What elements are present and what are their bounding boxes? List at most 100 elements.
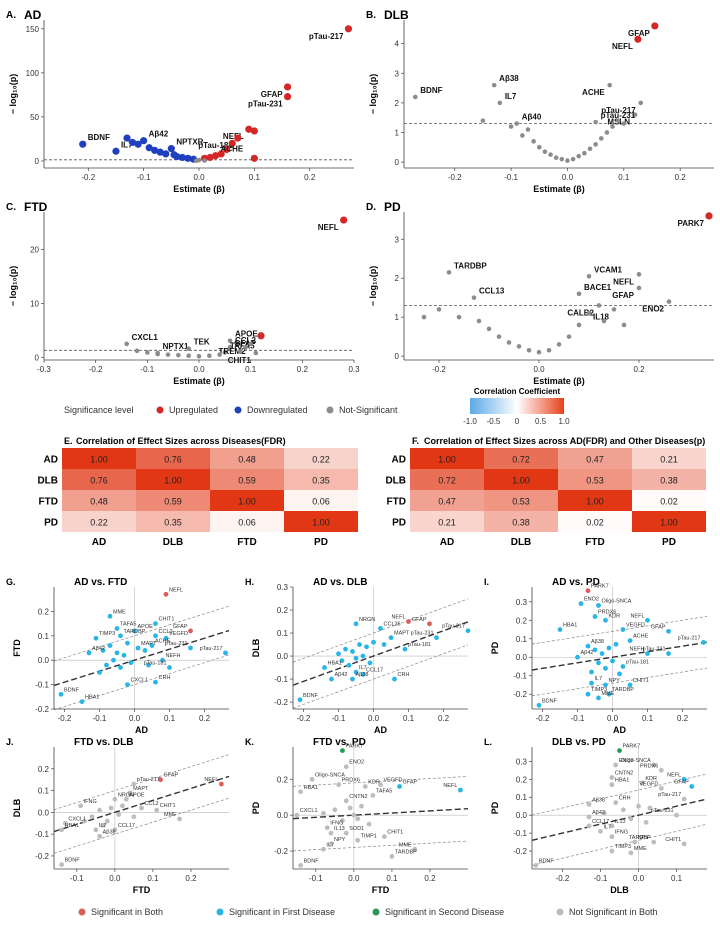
y-tick-label: 0.3 <box>516 598 528 607</box>
data-point <box>336 651 341 657</box>
heatmap-cell <box>410 469 484 490</box>
point-label: IL13 <box>615 819 626 825</box>
point-label: pTau-231 <box>601 111 636 120</box>
x-tick-label: -0.2 <box>81 173 95 182</box>
data-point <box>609 782 615 788</box>
data-point <box>165 352 171 357</box>
data-point <box>566 334 572 339</box>
data-point <box>217 150 225 158</box>
data-point <box>218 781 224 787</box>
y-axis-label: PD <box>251 801 261 814</box>
lower-interval-line <box>53 797 230 854</box>
heatmap-cell-value: 0.59 <box>164 497 182 507</box>
data-point <box>632 112 638 118</box>
data-point <box>456 314 462 320</box>
heatmap-cell-value: 1.00 <box>512 476 530 486</box>
panel-letter: J. <box>6 737 14 747</box>
point-label: IL7 <box>121 140 133 149</box>
point-label: MME <box>634 846 647 852</box>
data-point <box>576 153 582 159</box>
point-label: HBA1 <box>615 778 629 784</box>
y-tick-label: 0.0 <box>516 653 528 662</box>
comparison-panel-i: I. AD vs. PD -0.2 -0.1 0.0 0.1 0.2 -0.2 -0.1 0.0 0… <box>484 577 708 735</box>
data-point <box>196 353 202 359</box>
x-tick-label: -0.1 <box>332 714 346 723</box>
point-label: MME <box>113 609 126 615</box>
data-point <box>93 635 99 641</box>
point-label: CHIT1 <box>665 837 681 843</box>
data-point <box>223 145 231 154</box>
data-point <box>606 645 612 651</box>
colorbar-tick: 0.5 <box>535 417 547 426</box>
heatmap-cell <box>284 448 358 469</box>
heatmap-letter: F. <box>412 436 419 446</box>
point-label: Oligo-SNCA <box>621 758 651 764</box>
point-label: PRDX6 <box>598 610 616 616</box>
heatmap-cell <box>632 490 706 511</box>
y-tick-label: 0 <box>395 158 400 167</box>
point-label: NPTXR <box>176 138 203 147</box>
point-label: IL7 <box>505 92 517 101</box>
point-label: MAPT <box>394 631 410 637</box>
point-label: Aβ42 <box>149 130 169 139</box>
heatmap-row-label: DLB <box>385 476 406 487</box>
point-label: GFAP <box>403 779 418 785</box>
heatmap-cell <box>284 469 358 490</box>
data-point <box>359 803 364 809</box>
point-label: pTau-181 <box>626 659 649 665</box>
data-point <box>223 650 228 656</box>
heatmap-cell <box>484 511 558 532</box>
data-point <box>364 644 369 650</box>
y-tick-label: 0.0 <box>38 656 50 665</box>
data-point <box>298 863 304 868</box>
data-point <box>135 645 141 651</box>
heatmap-cell <box>558 490 632 511</box>
data-point <box>212 152 220 160</box>
data-point <box>705 212 713 220</box>
data-point <box>283 83 292 91</box>
data-point <box>645 651 650 656</box>
colorbar-title: Correlation Coefficient <box>474 387 561 396</box>
data-point <box>593 142 598 147</box>
y-tick-label: 0 <box>35 353 40 362</box>
data-point <box>353 621 359 627</box>
y-tick-label: 10 <box>30 299 39 308</box>
data-point <box>610 658 615 664</box>
heatmap-cell <box>210 490 284 511</box>
data-point <box>173 152 181 161</box>
y-tick-label: 0.2 <box>516 616 528 625</box>
y-tick-label: -0.1 <box>35 681 49 690</box>
data-point <box>585 643 591 649</box>
point-label: CHIT1 <box>160 803 176 809</box>
data-point <box>97 833 103 839</box>
legend-swatch <box>372 908 380 916</box>
y-tick-label: -0.1 <box>513 672 527 681</box>
data-point <box>360 653 366 659</box>
data-point <box>607 82 613 88</box>
point-label: VEGFD <box>384 778 403 784</box>
point-label: VEGFD <box>626 623 645 629</box>
point-label: BDNF <box>64 687 80 693</box>
data-point <box>321 846 326 852</box>
point-label: CRH <box>398 672 410 678</box>
x-tick-label: 0.1 <box>671 874 683 883</box>
data-point <box>186 346 191 351</box>
data-point <box>666 651 671 656</box>
point-label: MME <box>602 691 615 697</box>
point-label: NPY <box>609 678 621 684</box>
data-point <box>162 150 170 158</box>
legend-label: Not Significant in Both <box>569 907 658 917</box>
x-tick-label: -0.2 <box>89 365 103 374</box>
regression-line <box>531 798 708 841</box>
panel-letter: C. <box>6 202 16 213</box>
upper-interval-line <box>292 598 469 663</box>
data-point <box>647 805 653 811</box>
data-point <box>508 124 514 129</box>
legend-title: Significance level <box>64 405 134 415</box>
data-point <box>343 830 349 836</box>
x-axis-label: FTD <box>372 885 390 895</box>
point-label: KDR <box>368 779 380 785</box>
colorbar: Correlation Coefficient -1.0 -0.5 0 0.5 1.0 <box>463 387 570 426</box>
data-point <box>689 784 695 789</box>
point-label: CXCL1 <box>68 816 86 822</box>
